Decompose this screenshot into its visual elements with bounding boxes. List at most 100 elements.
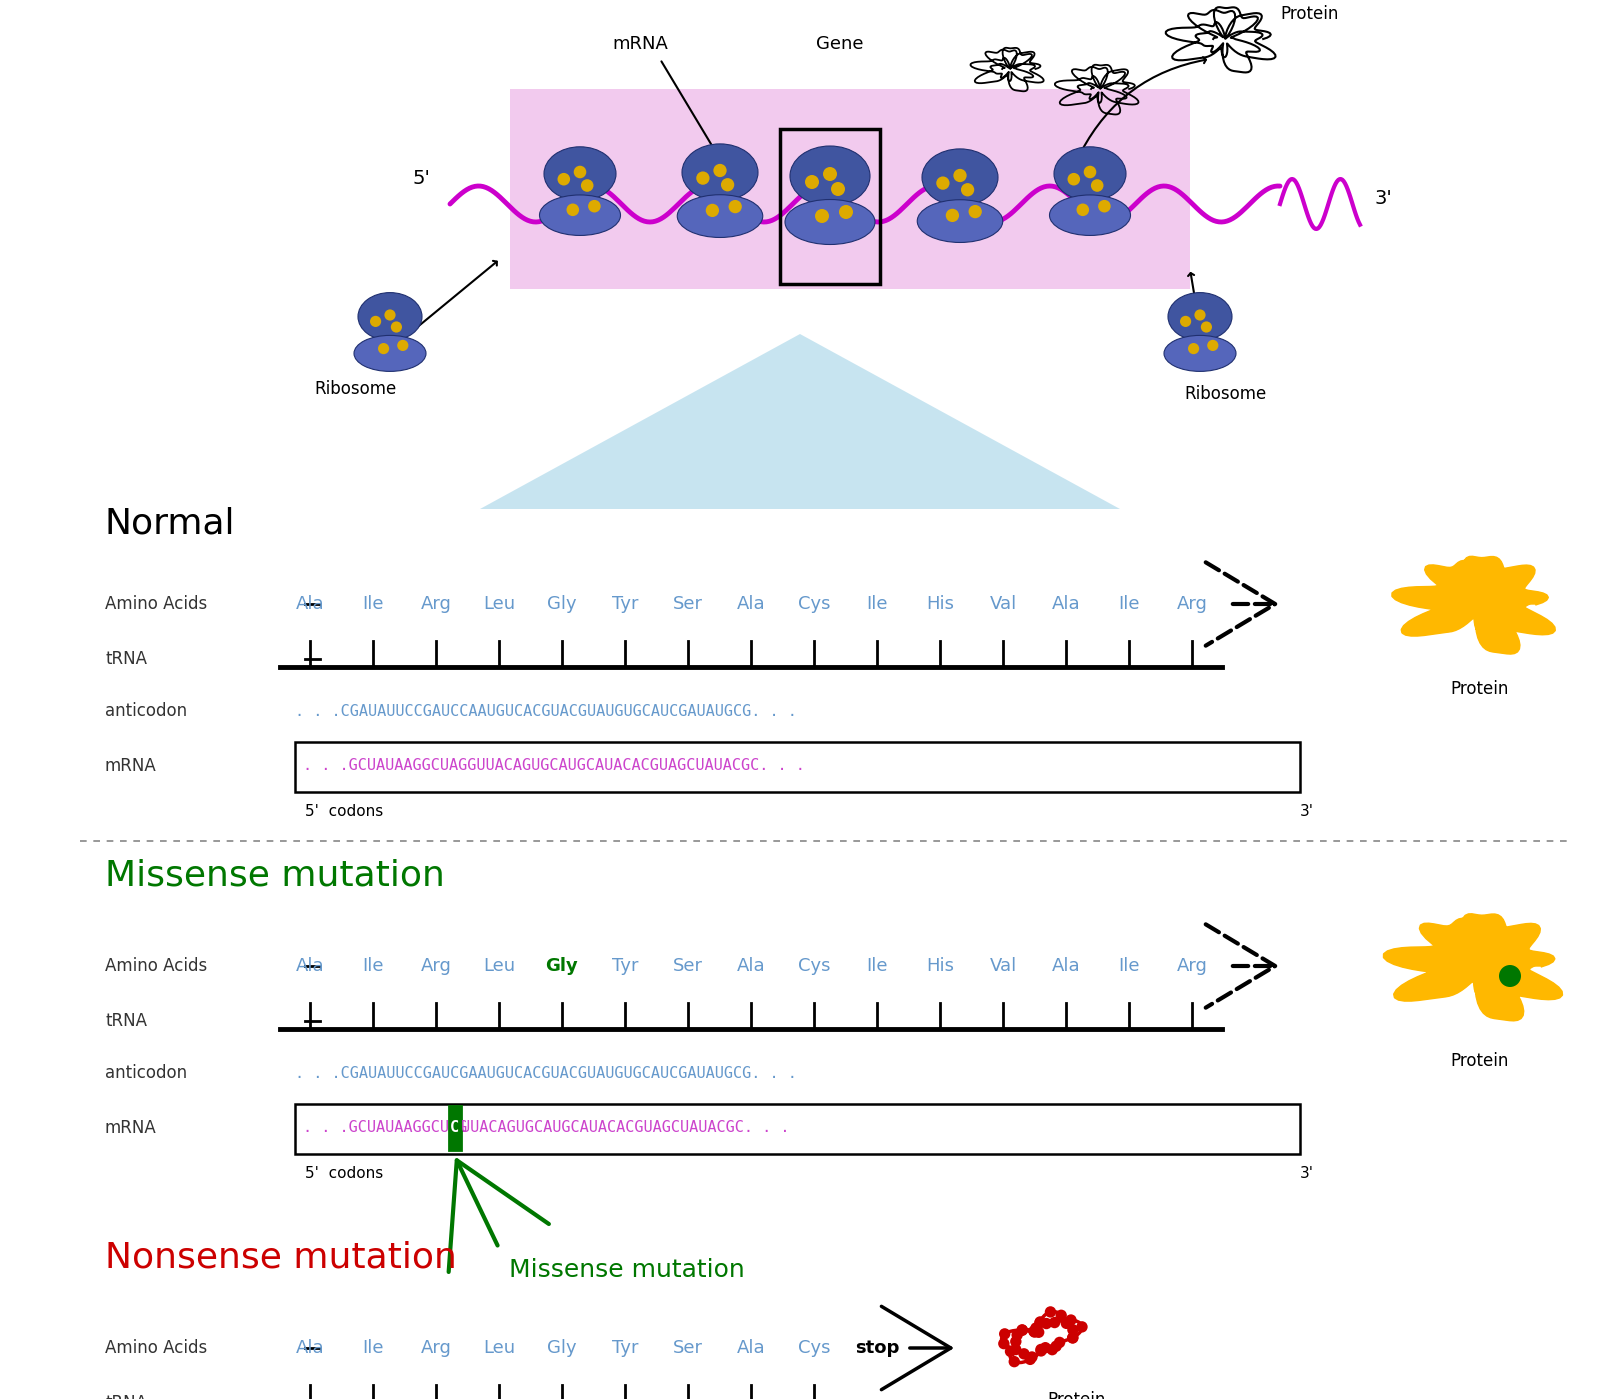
Circle shape [1011,1329,1022,1340]
Text: Missense mutation: Missense mutation [106,859,445,893]
Text: Arg: Arg [421,957,451,975]
Circle shape [1046,1344,1058,1356]
Ellipse shape [358,292,422,340]
Circle shape [370,316,381,327]
Circle shape [581,179,594,192]
Circle shape [714,164,726,178]
Circle shape [1077,203,1090,215]
Ellipse shape [1050,194,1131,235]
Text: Ile: Ile [362,957,384,975]
Circle shape [1054,1336,1066,1349]
Text: UUACAGUGCAUGCAUACACGUAGCUAUACGC. . .: UUACAGUGCAUGCAUACACGUAGCUAUACGC. . . [461,1121,789,1136]
Circle shape [946,208,958,222]
Text: 5': 5' [413,169,430,189]
Text: Arg: Arg [1176,957,1208,975]
Text: Ile: Ile [362,1339,384,1357]
Ellipse shape [682,144,758,201]
Text: Tyr: Tyr [611,957,638,975]
Text: Protein: Protein [1451,680,1509,698]
Circle shape [1187,343,1200,354]
Text: Gly: Gly [547,1339,578,1357]
Text: Arg: Arg [1176,595,1208,613]
Ellipse shape [1054,147,1126,201]
Circle shape [1067,173,1080,186]
Circle shape [1026,1351,1038,1363]
Circle shape [1035,1344,1046,1356]
Circle shape [1030,1322,1042,1333]
Text: tRNA: tRNA [106,651,147,667]
Text: Arg: Arg [421,595,451,613]
Circle shape [1066,1314,1077,1326]
Circle shape [1010,1344,1021,1356]
Text: Protein: Protein [1048,1391,1106,1399]
Circle shape [936,176,949,190]
Circle shape [1098,200,1110,213]
Polygon shape [480,334,1120,509]
Circle shape [1067,1332,1078,1343]
Ellipse shape [677,194,763,238]
Text: Ala: Ala [296,957,325,975]
Text: His: His [926,957,954,975]
Text: 5'  codons: 5' codons [306,1165,384,1181]
Text: Leu: Leu [483,595,515,613]
Text: 3': 3' [1374,189,1392,208]
Circle shape [1051,1340,1062,1351]
Circle shape [830,182,845,196]
Circle shape [1005,1346,1016,1357]
Text: Gly: Gly [547,595,578,613]
Circle shape [838,206,853,220]
Circle shape [706,204,718,217]
Ellipse shape [786,200,875,245]
Ellipse shape [544,147,616,201]
Text: Ala: Ala [296,595,325,613]
Text: Cys: Cys [798,957,830,975]
Circle shape [1194,309,1206,320]
Circle shape [1040,1318,1053,1329]
Text: Leu: Leu [483,1339,515,1357]
Text: Protein: Protein [1282,6,1339,22]
Text: . . .CGAUAUUCCGAUCGAAUGUCACGUACGUAUGUGCAUCGAUAUGCG. . .: . . .CGAUAUUCCGAUCGAAUGUCACGUACGUAUGUGCA… [294,1066,797,1080]
Text: Val: Val [989,957,1016,975]
Circle shape [722,178,734,192]
Text: Amino Acids: Amino Acids [106,595,208,613]
Text: Tyr: Tyr [611,595,638,613]
Circle shape [1008,1356,1019,1367]
Text: Ala: Ala [736,957,765,975]
Text: Val: Val [989,595,1016,613]
Circle shape [378,343,389,354]
Ellipse shape [917,200,1003,242]
Text: Nonsense mutation: Nonsense mutation [106,1241,458,1274]
Circle shape [1018,1349,1030,1360]
Circle shape [1499,965,1522,988]
Bar [448,1107,461,1150]
Text: Gene: Gene [816,35,864,53]
Ellipse shape [354,336,426,371]
Circle shape [384,309,395,320]
Ellipse shape [922,148,998,206]
Text: Ser: Ser [674,1339,702,1357]
Circle shape [998,1328,1011,1340]
Circle shape [1061,1318,1072,1329]
Text: Ribosome: Ribosome [1184,385,1266,403]
Text: stop: stop [854,1339,899,1357]
Ellipse shape [1165,336,1235,371]
Text: tRNA: tRNA [106,1393,147,1399]
Text: Amino Acids: Amino Acids [106,1339,208,1357]
Text: Missense mutation: Missense mutation [509,1258,744,1281]
Bar [510,90,1190,290]
Circle shape [1029,1326,1040,1337]
Bar [294,1104,1299,1154]
Circle shape [968,204,982,218]
Text: 3': 3' [1299,1165,1314,1181]
Text: Arg: Arg [421,1339,451,1357]
Circle shape [1010,1336,1021,1347]
Text: Cys: Cys [798,1339,830,1357]
Circle shape [1016,1325,1027,1336]
Circle shape [1067,1323,1078,1336]
Text: anticodon: anticodon [106,1065,187,1081]
Text: Ile: Ile [866,957,888,975]
Circle shape [1083,165,1096,178]
Circle shape [962,183,974,196]
Text: Ser: Ser [674,595,702,613]
Text: Ile: Ile [362,595,384,613]
